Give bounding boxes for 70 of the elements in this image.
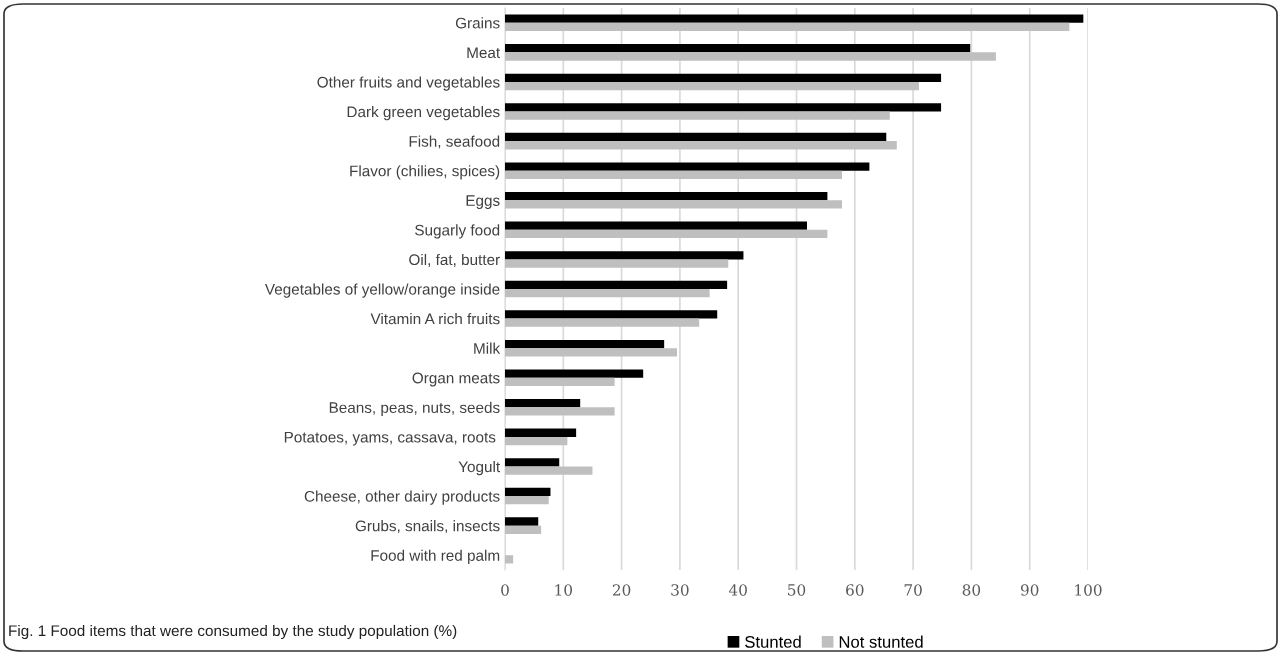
legend-label: Stunted (745, 635, 801, 648)
bar (505, 191, 828, 201)
bar (505, 399, 581, 408)
bar (505, 289, 710, 298)
x-tick-label: 50 (788, 584, 806, 596)
bar (505, 339, 665, 349)
y-tick-label: Eggs (466, 195, 500, 209)
y-tick-label: Vitamin A rich fruits (370, 313, 500, 325)
y-tick-label: Oil, fat, butter (409, 253, 500, 267)
bar (505, 251, 744, 260)
x-tick-label: 60 (846, 584, 864, 596)
x-tick-label: 30 (671, 584, 689, 596)
y-tick-label: Beans, peas, nuts, seeds (329, 401, 500, 417)
bar (505, 555, 514, 564)
bar (505, 221, 807, 230)
y-tick-label: Yogult (458, 460, 501, 476)
y-tick-label: Food with red palm (371, 549, 500, 564)
bar (505, 348, 677, 357)
y-tick-label: Flavor (chilies, spices) (350, 165, 500, 180)
bar (505, 369, 644, 378)
x-tick-label: 40 (728, 584, 747, 596)
y-tick-label: Milk (474, 342, 501, 354)
bar (505, 44, 971, 53)
x-tick-label: 0 (501, 584, 509, 596)
bar (505, 466, 593, 475)
y-tick-label: Potatoes, yams, cassava, roots (284, 431, 496, 446)
bar (505, 14, 1084, 23)
bar (505, 487, 551, 497)
bar (505, 436, 568, 446)
bar (505, 517, 539, 526)
bar (505, 170, 842, 179)
y-tick-label: Fish, seafood (409, 135, 500, 149)
y-tick-label: Other fruits and vegetables (317, 76, 500, 91)
x-tick-label: 100 (1075, 584, 1102, 596)
caption: Fig. 1 Food items that were consumed by the study population (%) (9, 624, 457, 640)
bar (505, 280, 728, 289)
bar (505, 132, 887, 142)
bar (505, 200, 842, 209)
y-tick-label: Organ meats (412, 372, 500, 387)
bar (505, 428, 577, 437)
bar (505, 496, 549, 505)
x-tick-label: 20 (612, 584, 631, 596)
bar (505, 525, 542, 534)
bar (505, 318, 700, 327)
bar (505, 407, 615, 416)
bar (505, 377, 615, 387)
legend-label: Not stunted (839, 635, 923, 648)
bar (505, 73, 942, 82)
y-tick-label: Dark green vegetables (347, 105, 500, 121)
bar (505, 162, 870, 171)
x-tick-label: 80 (962, 584, 981, 596)
x-tick-label: 90 (1020, 584, 1039, 596)
y-tick-label: Grains (455, 17, 500, 29)
bar (505, 310, 718, 319)
y-tick-label: Cheese, other dairy products (304, 490, 500, 505)
y-tick-label: Grubs, snails, insects (355, 520, 500, 534)
bar (505, 229, 828, 239)
bar (505, 103, 942, 112)
y-tick-label: Meat (467, 47, 501, 59)
y-tick-label: Vegetables of yellow/orange inside (264, 283, 500, 298)
bar (505, 22, 1070, 32)
bar (505, 111, 890, 120)
bar (505, 458, 560, 467)
bar (505, 141, 897, 150)
x-tick-label: 10 (555, 584, 573, 596)
bar (505, 259, 729, 268)
x-tick-label: 70 (904, 584, 922, 596)
y-tick-label: Sugarly food (415, 224, 500, 239)
bar (505, 81, 919, 91)
bar (505, 52, 996, 61)
